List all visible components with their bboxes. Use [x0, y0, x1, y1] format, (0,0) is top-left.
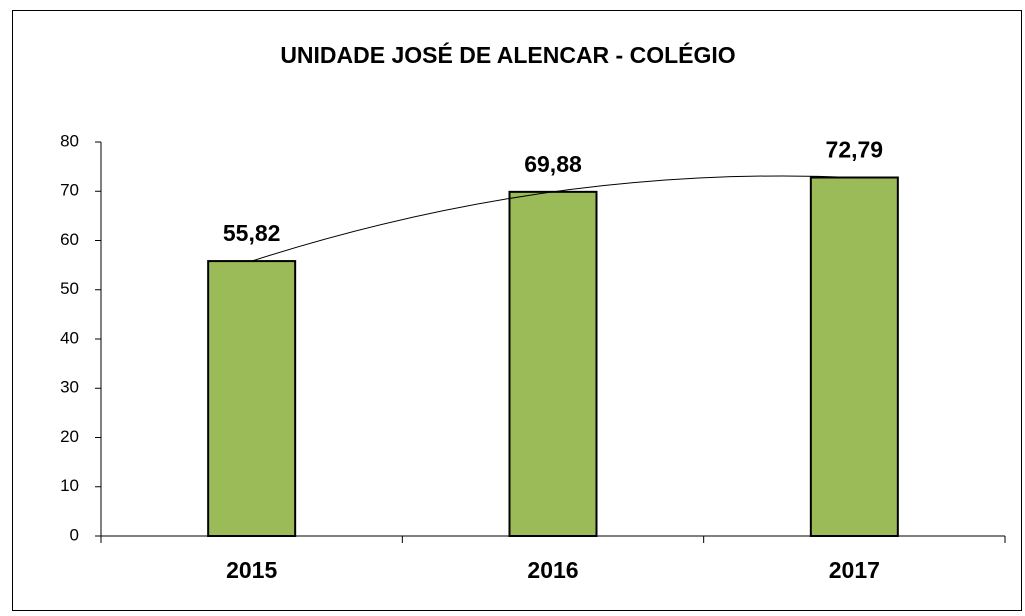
y-tick-label: 60 [60, 230, 79, 249]
value-label: 69,88 [524, 151, 582, 177]
chart-title: UNIDADE JOSÉ DE ALENCAR - COLÉGIO [280, 41, 735, 68]
y-tick-label: 50 [60, 279, 79, 298]
y-tick-label: 0 [70, 525, 79, 544]
x-tick-label: 2017 [829, 557, 880, 583]
y-tick-label: 70 [60, 181, 79, 200]
bar [508, 190, 598, 537]
y-tick-label: 40 [60, 328, 79, 347]
y-tick-label: 20 [60, 427, 79, 446]
x-tick-label: 2016 [527, 557, 578, 583]
y-tick-label: 10 [60, 476, 79, 495]
bar [809, 176, 899, 537]
y-tick-label: 80 [60, 131, 79, 150]
y-tick-label: 30 [60, 378, 79, 397]
value-label: 55,82 [223, 220, 281, 246]
value-label: 72,79 [826, 137, 884, 163]
bar [207, 260, 297, 537]
trendline [251, 175, 855, 262]
x-tick-label: 2015 [226, 557, 277, 583]
